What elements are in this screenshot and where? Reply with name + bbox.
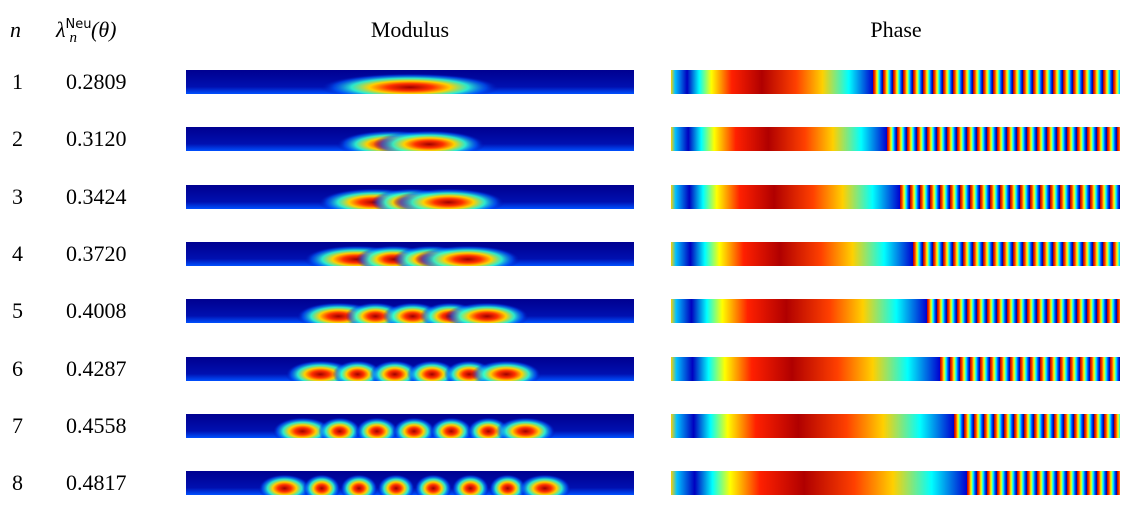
modulus-blob [373, 130, 486, 152]
header-lambda: λNeun (θ) [56, 17, 117, 46]
phase-right [913, 241, 1120, 266]
phase-left [671, 70, 874, 94]
modulus-blob [258, 474, 311, 496]
phase-right [886, 127, 1120, 152]
phase-right [967, 471, 1120, 496]
phase-left [671, 184, 900, 209]
modulus-image [186, 127, 634, 152]
modulus-blob [272, 417, 333, 438]
phase-image [671, 241, 1120, 266]
modulus-image [186, 413, 634, 438]
modulus-blob [495, 417, 556, 438]
row-n: 7 [12, 412, 23, 438]
modulus-blob [451, 474, 490, 496]
modulus-blob [340, 474, 378, 496]
phase-left [671, 356, 941, 381]
phase-left [671, 299, 927, 324]
modulus-blob [445, 302, 530, 324]
modulus-image [186, 184, 634, 209]
phase-left [671, 471, 968, 496]
row-lambda: 0.4287 [66, 355, 127, 381]
modulus-blob [355, 417, 399, 438]
row-n: 3 [12, 183, 23, 209]
modulus-image [186, 356, 634, 381]
modulus-blob [429, 417, 473, 438]
row-n: 4 [12, 240, 23, 266]
modulus-blob [392, 187, 505, 209]
phase-left [671, 127, 887, 152]
row-lambda: 0.2809 [66, 69, 127, 94]
lambda-symbol: λ [56, 17, 66, 42]
modulus-blob [414, 474, 453, 496]
modulus-image [186, 299, 634, 324]
row-n: 2 [12, 126, 23, 152]
phase-right [953, 413, 1120, 438]
lambda-arg: (θ) [91, 17, 117, 42]
modulus-image [186, 241, 634, 266]
lambda-sup: Neu [65, 17, 92, 32]
phase-right [926, 299, 1120, 324]
phase-image [671, 70, 1120, 94]
row-n: 5 [12, 298, 23, 324]
row-n: 8 [12, 470, 23, 496]
phase-left [671, 413, 954, 438]
modulus-blob [377, 474, 415, 496]
modulus-blob [518, 474, 572, 496]
modulus-blob [318, 417, 362, 438]
lambda-sub: n [69, 30, 78, 46]
row-n: 6 [12, 355, 23, 381]
modulus-image [186, 471, 634, 496]
phase-right [899, 184, 1120, 209]
header-phase: Phase [870, 17, 922, 42]
header-n: n [10, 17, 21, 42]
modulus-blob [320, 73, 500, 94]
row-n: 1 [12, 69, 23, 94]
row-lambda: 0.3720 [66, 240, 127, 266]
modulus-blob [415, 245, 521, 266]
phase-right [940, 356, 1120, 381]
phase-left [671, 241, 914, 266]
row-lambda: 0.4558 [66, 412, 127, 438]
row-lambda: 0.3120 [66, 126, 127, 152]
phase-image [671, 356, 1120, 381]
modulus-blob [488, 474, 527, 496]
row-lambda: 0.4008 [66, 298, 127, 324]
phase-image [671, 299, 1120, 324]
row-lambda: 0.4817 [66, 470, 127, 496]
phase-image [671, 184, 1120, 209]
row-lambda: 0.3424 [66, 183, 127, 209]
phase-image [671, 127, 1120, 152]
phase-right [873, 70, 1120, 94]
modulus-blob [302, 474, 341, 496]
modulus-blob [471, 359, 542, 381]
phase-image [671, 471, 1120, 496]
phase-image [671, 413, 1120, 438]
modulus-image [186, 70, 634, 94]
modulus-blob [392, 417, 436, 438]
header-modulus: Modulus [370, 17, 450, 42]
